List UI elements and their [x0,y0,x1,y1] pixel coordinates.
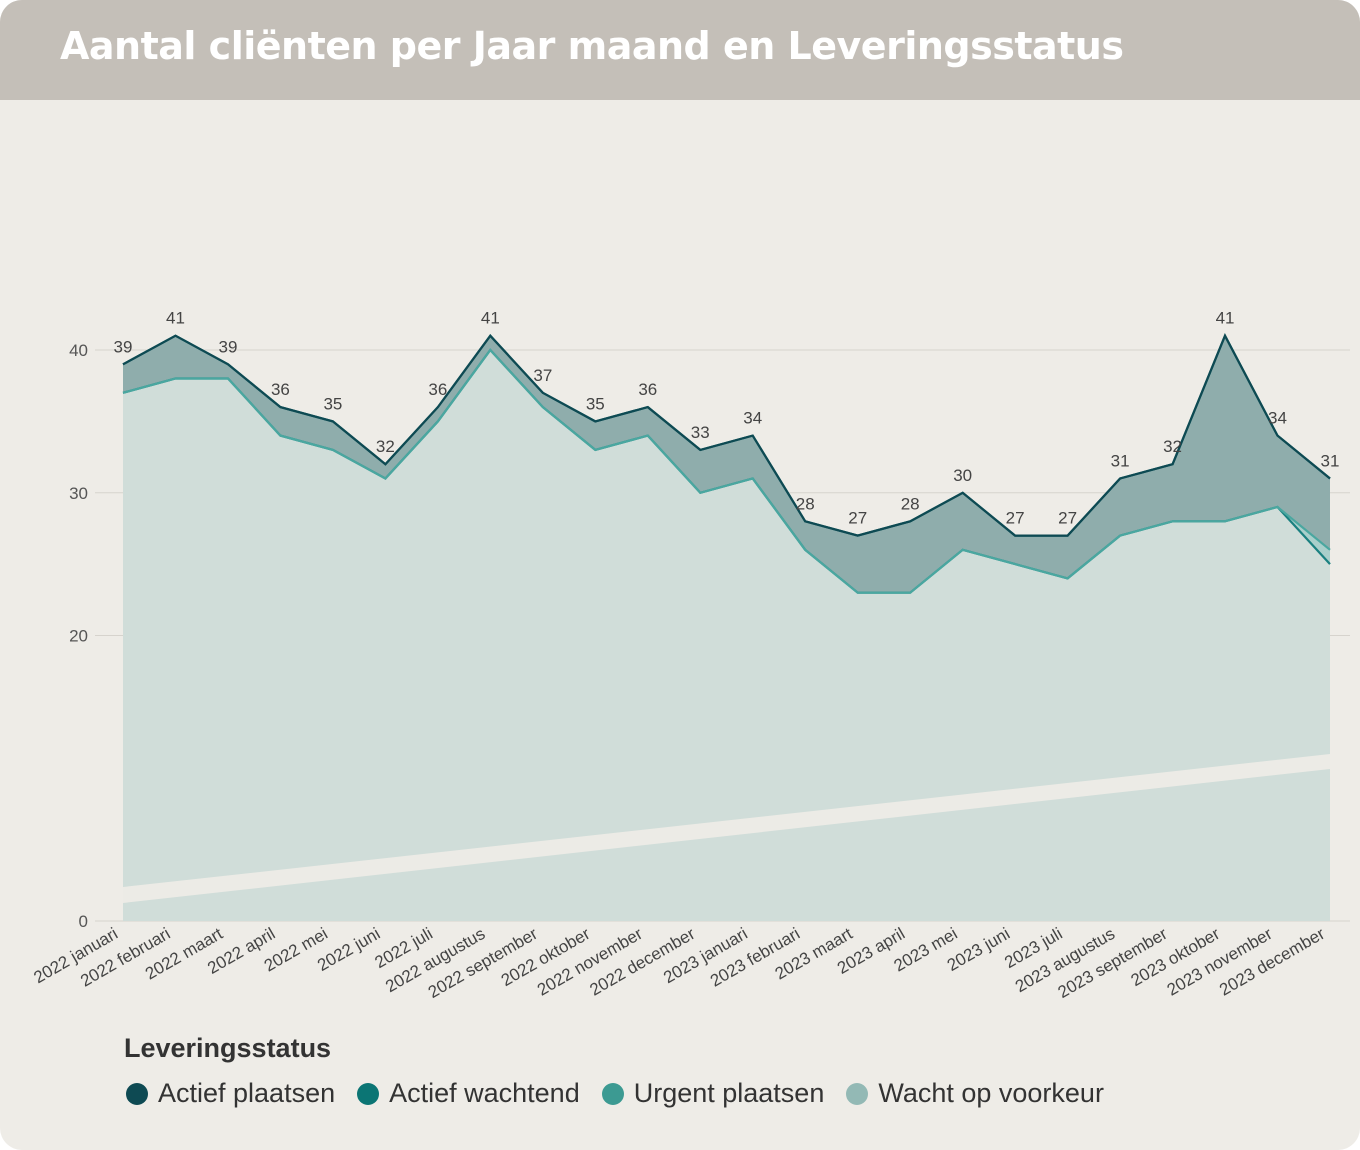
data-label: 41 [166,309,185,328]
legend-item-actief-plaatsen[interactable]: Actief plaatsen [126,1078,335,1109]
legend-label: Actief wachtend [389,1078,580,1108]
data-label: 37 [533,366,552,385]
data-label: 39 [218,337,237,356]
legend-marker [357,1082,380,1105]
legend-title: Leveringsstatus [124,1033,332,1063]
data-label: 27 [1006,509,1025,528]
data-label: 41 [481,309,500,328]
data-label: 33 [691,423,710,442]
data-label: 32 [376,437,395,456]
legend-label: Actief plaatsen [158,1078,336,1108]
data-label: 30 [953,466,972,485]
data-label: 27 [848,509,867,528]
area-actief-wachtend [123,335,1330,593]
data-label: 28 [796,494,815,513]
area-wacht-op-voorkeur [123,350,1330,921]
chart-title: Aantal cliënten per Jaar maand en Leveri… [60,24,1124,68]
legend-item-actief-wachtend[interactable]: Actief wachtend [357,1078,580,1109]
data-label: 36 [638,380,657,399]
legend-marker [126,1082,148,1105]
data-label: 31 [1321,451,1340,470]
data-label: 35 [323,394,342,413]
data-label: 31 [1111,451,1130,470]
data-label: 27 [1058,509,1077,528]
y-tick-label: 0 [79,912,88,931]
data-label: 28 [901,494,920,513]
data-label: 39 [114,337,133,356]
legend-label: Wacht op voorkeur [878,1078,1104,1108]
legend-label: Urgent plaatsen [633,1078,825,1108]
y-tick-label: 20 [69,627,88,646]
data-label: 34 [1268,409,1287,428]
legend-marker [846,1082,869,1105]
legend-item-urgent-plaatsen[interactable]: Urgent plaatsen [601,1078,825,1109]
line-urgent-plaatsen [122,348,1331,594]
y-tick-label: 40 [69,341,88,360]
legend-marker [601,1082,624,1105]
legend: Actief plaatsen Actief wachtend Urgent p… [126,1078,1126,1109]
data-label: 41 [1216,309,1235,328]
legend-item-wacht-op-voorkeur[interactable]: Wacht op voorkeur [846,1078,1104,1109]
diagonal-band [123,754,1330,903]
data-label: 36 [271,380,290,399]
line-actief-plaatsen [122,333,1331,537]
data-label: 34 [743,409,762,428]
data-label: 32 [1163,437,1182,456]
y-tick-label: 30 [69,484,88,503]
header-bar: Aantal cliënten per Jaar maand en Leveri… [0,0,1360,100]
data-label: 35 [586,394,605,413]
data-label: 36 [428,380,447,399]
